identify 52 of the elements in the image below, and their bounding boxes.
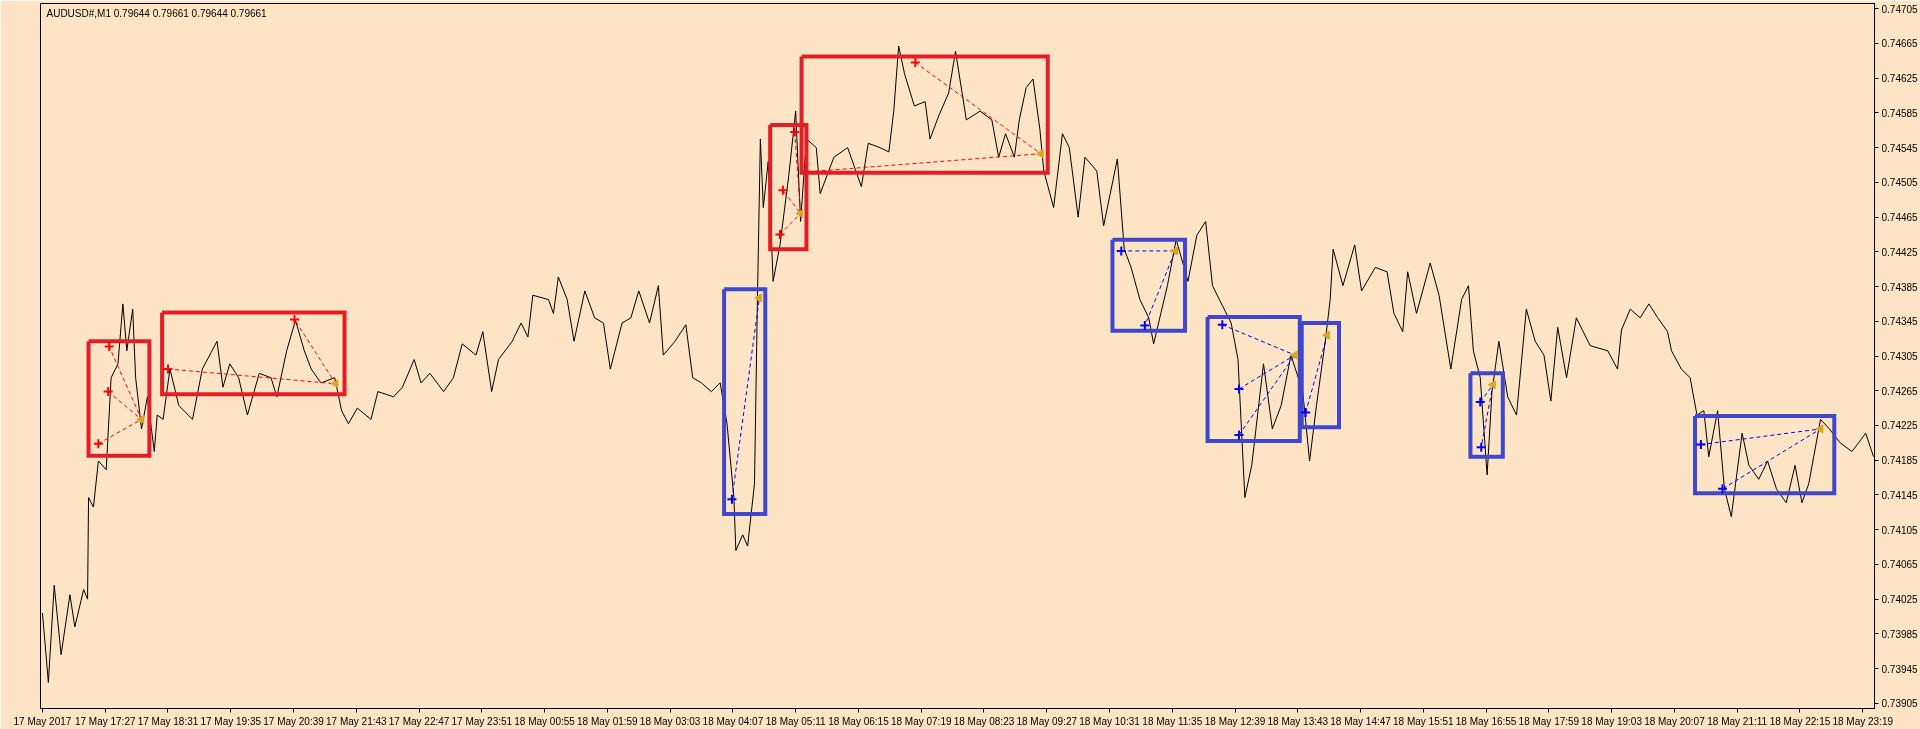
x-tick-label: 18 May 00:55 — [514, 715, 576, 727]
x-tick-label: 18 May 07:19 — [890, 715, 952, 727]
x-tick-label: 18 May 11:35 — [1142, 715, 1203, 727]
x-tick-label: 18 May 13:43 — [1267, 715, 1329, 727]
x-tick-label: 18 May 09:27 — [1016, 715, 1078, 727]
y-tick-label: 0.74465 — [1881, 212, 1919, 224]
x-tick-label: 18 May 19:03 — [1581, 715, 1643, 727]
x-tick-label: 18 May 16:55 — [1455, 715, 1517, 727]
x-tick-label: 18 May 22:15 — [1769, 715, 1831, 727]
y-tick-label: 0.74545 — [1881, 142, 1919, 154]
x-tick-label: 18 May 21:11 — [1707, 715, 1768, 727]
y-tick-label: 0.74385 — [1881, 281, 1919, 293]
x-tick-label: 18 May 14:47 — [1330, 715, 1392, 727]
x-tick-label: 17 May 23:51 — [451, 715, 513, 727]
y-tick-label: 0.74105 — [1881, 524, 1919, 536]
y-tick-label: 0.74265 — [1881, 385, 1919, 397]
x-tick-label: 17 May 21:43 — [326, 715, 388, 727]
x-tick-label: 18 May 01:59 — [577, 715, 639, 727]
x-tick-label: 17 May 18:31 — [137, 715, 199, 727]
y-tick-label: 0.74305 — [1881, 351, 1919, 362]
x-tick-label: 17 May 20:39 — [263, 715, 325, 727]
y-tick-label: 0.74425 — [1881, 246, 1919, 258]
y-tick-label: 0.74185 — [1881, 455, 1919, 467]
chart-title: AUDUSD#,M1 0.79644 0.79661 0.79644 0.79661 — [46, 7, 268, 19]
x-tick-label: 18 May 10:31 — [1079, 715, 1141, 727]
x-tick-label: 17 May 17:27 — [74, 715, 136, 727]
x-tick-label: 18 May 20:07 — [1644, 715, 1706, 727]
y-tick-label: 0.74625 — [1881, 73, 1919, 85]
x-tick-label: 18 May 12:39 — [1204, 715, 1266, 727]
y-tick-label: 0.74705 — [1881, 3, 1919, 15]
y-tick-label: 0.74065 — [1881, 559, 1919, 571]
x-tick-label: 18 May 17:59 — [1518, 715, 1580, 727]
x-tick-label: 18 May 03:03 — [639, 715, 701, 727]
x-tick-label: 18 May 06:15 — [828, 715, 890, 727]
y-tick-label: 0.74345 — [1881, 316, 1919, 328]
y-tick-label: 0.74505 — [1881, 177, 1919, 189]
x-tick-label: 18 May 04:07 — [702, 715, 764, 727]
x-tick-label: 17 May 22:47 — [388, 715, 450, 727]
y-tick-label: 0.74585 — [1881, 107, 1919, 119]
y-tick-label: 0.73905 — [1881, 698, 1919, 710]
y-tick-label: 0.73985 — [1881, 628, 1919, 640]
y-tick-label: 0.73945 — [1881, 663, 1919, 675]
x-tick-label: 17 May 19:35 — [200, 715, 262, 727]
x-tick-label: 18 May 15:51 — [1393, 715, 1455, 727]
x-tick-label: 18 May 23:19 — [1832, 715, 1894, 727]
y-tick-label: 0.74145 — [1881, 489, 1919, 501]
x-tick-label: 18 May 08:23 — [953, 715, 1015, 727]
y-tick-label: 0.74665 — [1881, 38, 1919, 50]
y-tick-label: 0.74025 — [1881, 594, 1919, 606]
x-tick-label: 17 May 2017 — [13, 715, 72, 727]
x-tick-label: 18 May 05:11 — [765, 715, 827, 727]
y-tick-label: 0.74225 — [1881, 420, 1919, 432]
